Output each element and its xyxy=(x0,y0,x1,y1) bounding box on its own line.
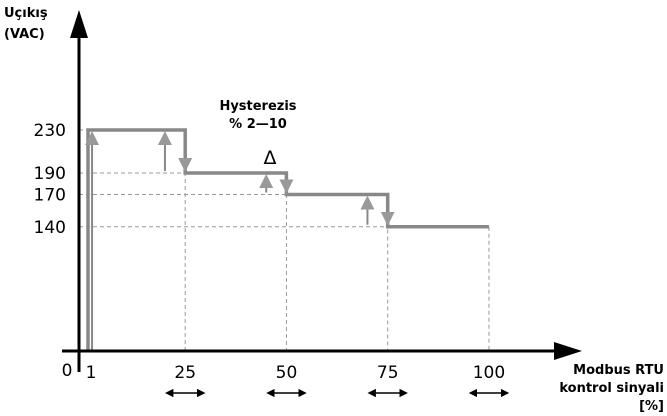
y-axis-title-line1: Uçıkış xyxy=(4,6,48,21)
y-tick-label: 140 xyxy=(34,218,66,238)
x-axis-title-line1: Modbus RTU xyxy=(573,363,664,378)
grid-lines xyxy=(79,129,490,351)
x-axis-title-line3: [%] xyxy=(639,399,664,414)
x-tick-label: 100 xyxy=(473,363,505,383)
y-tick-label: 170 xyxy=(34,186,66,206)
x-axis-arrowhead xyxy=(554,342,582,360)
x-tick-label: 25 xyxy=(174,363,196,383)
x-tick-label: 50 xyxy=(276,363,298,383)
hysteresis-delta-symbol: Δ xyxy=(264,147,277,169)
x-tick-label: 75 xyxy=(377,363,399,383)
y-tick-label: 190 xyxy=(34,164,66,184)
y-axis-arrowhead xyxy=(70,10,88,38)
x-tick-label: 1 xyxy=(86,363,97,383)
series-layer xyxy=(86,128,489,351)
y-tick-label: 230 xyxy=(34,121,66,141)
hysteresis-risers xyxy=(85,131,375,351)
series-line xyxy=(86,128,489,351)
y-axis-title-line2: (VAC) xyxy=(4,27,45,42)
x-axis-title-line2: kontrol sinyali xyxy=(559,381,664,396)
hysteresis-range: % 2—10 xyxy=(229,117,287,132)
x-tick-labels: 1 25 50 75 100 xyxy=(86,363,506,383)
hysteresis-title: Hysterezis xyxy=(219,99,296,114)
origin-label: 0 xyxy=(62,361,73,381)
axes xyxy=(62,10,582,372)
